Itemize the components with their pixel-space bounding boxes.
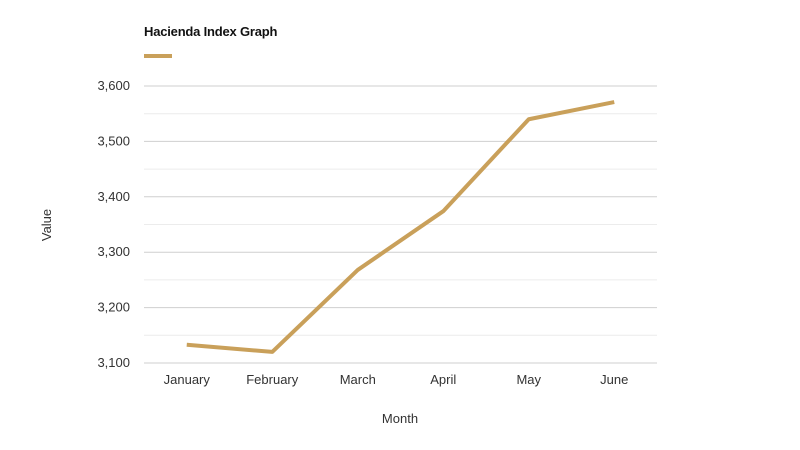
x-tick-labels: January February March April May June	[164, 372, 629, 387]
y-tick-label: 3,100	[97, 355, 130, 370]
chart-title: Hacienda Index Graph	[144, 24, 278, 39]
x-tick-label: June	[600, 372, 628, 387]
y-tick-label: 3,400	[97, 189, 130, 204]
x-tick-label: March	[340, 372, 376, 387]
gridlines	[144, 85, 657, 364]
x-tick-label: April	[430, 372, 456, 387]
y-tick-labels: 3,100 3,200 3,300 3,400 3,500 3,600	[97, 78, 130, 370]
y-axis-label: Value	[39, 209, 54, 241]
series-lines	[186, 100, 615, 354]
y-tick-label: 3,600	[97, 78, 130, 93]
y-tick-label: 3,300	[97, 244, 130, 259]
x-tick-label: May	[516, 372, 541, 387]
x-tick-label: January	[164, 372, 211, 387]
y-tick-label: 3,200	[97, 300, 130, 315]
legend-swatch	[144, 54, 172, 58]
x-tick-label: February	[246, 372, 299, 387]
y-tick-label: 3,500	[97, 133, 130, 148]
x-axis-label: Month	[382, 411, 418, 426]
series-line	[186, 100, 615, 354]
